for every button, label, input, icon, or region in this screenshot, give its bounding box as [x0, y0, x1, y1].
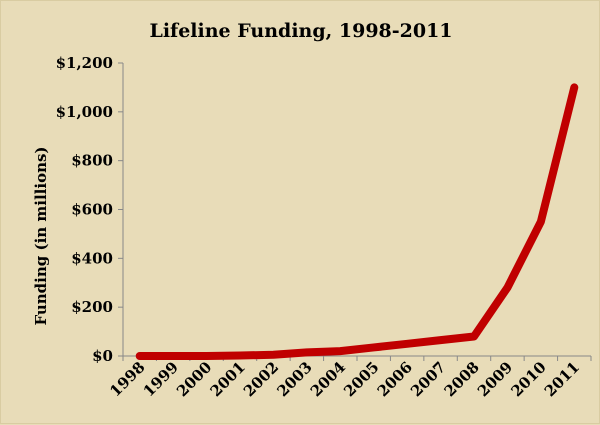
x-tick-label: 2007: [407, 358, 449, 400]
y-tick-label: $600: [71, 201, 113, 219]
y-tick-label: $800: [71, 152, 113, 170]
x-tick-label: 2011: [541, 358, 583, 400]
y-tick-label: $1,200: [56, 54, 113, 72]
data-point: [305, 351, 308, 354]
x-tick-label: 2004: [307, 358, 349, 400]
series-layer: [135, 83, 579, 360]
x-tick-label: 2005: [340, 358, 382, 400]
data-point: [406, 342, 409, 345]
series-line: [135, 83, 579, 360]
y-axis-label: Funding (in millions): [32, 146, 50, 325]
data-point: [239, 354, 241, 357]
y-tick-label: $1,000: [56, 103, 113, 121]
x-tick-label: 2008: [441, 358, 483, 400]
x-tick-label: 2009: [474, 358, 516, 400]
x-tick-label: 2002: [240, 358, 282, 400]
data-point: [539, 220, 542, 223]
x-axis: 1998199920002001200220032004200520062007…: [106, 356, 592, 400]
y-tick-label: $0: [92, 347, 113, 365]
data-point: [138, 355, 141, 357]
y-tick-label: $400: [71, 249, 113, 267]
data-point: [339, 350, 342, 353]
x-tick-label: 2010: [507, 358, 549, 400]
data-point: [272, 353, 275, 356]
x-tick-label: 2003: [273, 358, 315, 400]
data-point: [506, 286, 509, 289]
y-axis: $0 $200 $400 $600 $800 $1,000 $1,200: [56, 54, 123, 365]
y-tick-label: $200: [71, 298, 113, 316]
data-point: [372, 346, 375, 349]
data-point: [573, 86, 576, 89]
x-tick-label: 1999: [140, 358, 182, 400]
x-tick-label: 2000: [173, 358, 215, 400]
x-tick-label: 2006: [374, 358, 416, 400]
data-point: [473, 335, 475, 338]
data-point: [439, 339, 442, 342]
data-point: [172, 355, 175, 357]
chart-title: Lifeline Funding, 1998-2011: [149, 20, 452, 42]
data-point: [205, 355, 208, 357]
x-tick-label: 2001: [207, 358, 249, 400]
